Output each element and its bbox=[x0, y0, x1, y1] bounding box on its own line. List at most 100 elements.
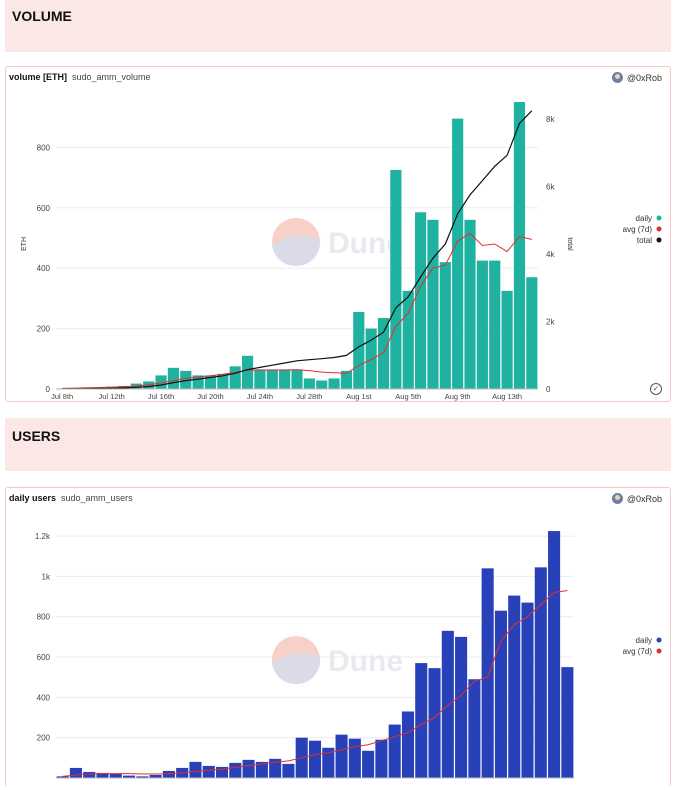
dune-watermark: Dune bbox=[272, 636, 403, 685]
bar-35[interactable] bbox=[521, 602, 534, 778]
bar-20[interactable] bbox=[303, 378, 315, 389]
bar-14[interactable] bbox=[229, 366, 241, 389]
y-tick-label: 1k bbox=[42, 572, 51, 581]
bar-1[interactable] bbox=[69, 767, 82, 778]
x-tick-label: Jul 28th bbox=[296, 392, 322, 401]
bar-34[interactable] bbox=[476, 260, 488, 389]
bar-21[interactable] bbox=[335, 734, 348, 778]
bar-2[interactable] bbox=[83, 771, 96, 778]
bar-13[interactable] bbox=[229, 762, 242, 778]
volume-chart-title: volume [ETH] sudo_amm_volume bbox=[9, 72, 151, 82]
watermark-text: Dune bbox=[328, 645, 403, 678]
bar-27[interactable] bbox=[390, 169, 402, 389]
check-circle-icon[interactable]: ✓ bbox=[650, 383, 662, 395]
legend-label[interactable]: avg (7d) bbox=[623, 647, 653, 656]
bar-33[interactable] bbox=[464, 219, 476, 389]
legend-marker bbox=[656, 637, 662, 643]
author-name: @0xRob bbox=[626, 493, 662, 504]
legend-label[interactable]: daily bbox=[636, 636, 652, 645]
users-chart-author[interactable]: @0xRob bbox=[611, 493, 662, 504]
volume-chart-author[interactable]: @0xRob bbox=[611, 72, 662, 83]
bar-31[interactable] bbox=[439, 262, 451, 389]
bar-37[interactable] bbox=[513, 102, 526, 389]
bar-30[interactable] bbox=[455, 636, 468, 778]
bar-37[interactable] bbox=[548, 531, 561, 778]
legend-label[interactable]: avg (7d) bbox=[623, 225, 653, 234]
bar-32[interactable] bbox=[481, 568, 494, 778]
bar-13[interactable] bbox=[217, 373, 229, 389]
y-tick-label: 800 bbox=[37, 143, 51, 152]
bar-24[interactable] bbox=[353, 311, 365, 389]
users-section-header: USERS bbox=[5, 418, 671, 471]
bar-14[interactable] bbox=[242, 759, 255, 778]
bar-19[interactable] bbox=[308, 740, 322, 778]
bar-19[interactable] bbox=[291, 369, 303, 389]
x-tick-label: Jul 20th bbox=[197, 392, 223, 401]
bar-34[interactable] bbox=[508, 595, 521, 778]
x-tick-label: Jul 24th bbox=[247, 392, 273, 401]
users-chart-query-name[interactable]: sudo_amm_users bbox=[61, 493, 133, 503]
bar-32[interactable] bbox=[452, 118, 464, 390]
bar-36[interactable] bbox=[501, 290, 513, 389]
bar-18[interactable] bbox=[279, 369, 291, 389]
bar-7[interactable] bbox=[149, 774, 162, 778]
y-tick-label: 200 bbox=[37, 734, 51, 743]
bar-4[interactable] bbox=[109, 773, 122, 778]
bar-25[interactable] bbox=[365, 328, 377, 389]
bar-9[interactable] bbox=[167, 367, 179, 389]
bar-23[interactable] bbox=[362, 750, 375, 778]
y2-tick-label: 8k bbox=[546, 115, 555, 124]
bar-22[interactable] bbox=[348, 738, 361, 778]
bar-31[interactable] bbox=[468, 679, 481, 778]
bar-11[interactable] bbox=[192, 375, 204, 389]
dune-watermark: Dune bbox=[272, 218, 403, 267]
legend-label[interactable]: total bbox=[637, 236, 652, 245]
bar-17[interactable] bbox=[282, 763, 295, 778]
author-name: @0xRob bbox=[626, 72, 662, 83]
legend-marker bbox=[656, 215, 662, 221]
legend-label[interactable]: daily bbox=[636, 214, 652, 223]
bar-16[interactable] bbox=[269, 758, 282, 778]
bar-12[interactable] bbox=[204, 375, 217, 389]
bar-38[interactable] bbox=[526, 277, 538, 389]
y2-tick-label: 0 bbox=[546, 385, 551, 394]
bar-15[interactable] bbox=[241, 355, 254, 389]
bar-23[interactable] bbox=[340, 370, 353, 389]
bar-8[interactable] bbox=[155, 375, 167, 389]
bar-3[interactable] bbox=[96, 772, 109, 778]
bar-16[interactable] bbox=[254, 369, 266, 389]
bar-38[interactable] bbox=[561, 667, 574, 778]
legend-marker bbox=[656, 237, 662, 243]
legend-marker bbox=[656, 648, 662, 654]
bar-15[interactable] bbox=[255, 761, 268, 778]
bar-24[interactable] bbox=[375, 739, 388, 778]
bar-12[interactable] bbox=[215, 766, 229, 778]
x-tick-label: Aug 13th bbox=[492, 392, 522, 401]
bar-20[interactable] bbox=[322, 747, 335, 778]
bar-8[interactable] bbox=[162, 770, 175, 778]
legend-marker bbox=[656, 226, 662, 232]
bar-25[interactable] bbox=[388, 724, 401, 778]
bar-33[interactable] bbox=[494, 610, 507, 778]
x-tick-label: Aug 1st bbox=[346, 392, 372, 401]
bar-30[interactable] bbox=[427, 219, 439, 389]
bar-36[interactable] bbox=[534, 567, 547, 778]
bar-35[interactable] bbox=[489, 260, 501, 389]
bar-29[interactable] bbox=[441, 630, 454, 778]
bar-26[interactable] bbox=[401, 711, 415, 778]
bar-17[interactable] bbox=[266, 369, 278, 389]
y-tick-label: 400 bbox=[37, 264, 51, 273]
bar-11[interactable] bbox=[202, 765, 215, 778]
bar-10[interactable] bbox=[180, 370, 192, 389]
bar-26[interactable] bbox=[377, 318, 390, 389]
bar-28[interactable] bbox=[428, 668, 441, 778]
bar-28[interactable] bbox=[402, 290, 414, 389]
bar-10[interactable] bbox=[189, 761, 202, 778]
bar-21[interactable] bbox=[316, 380, 328, 389]
volume-chart-query-name[interactable]: sudo_amm_volume bbox=[72, 72, 151, 82]
bar-27[interactable] bbox=[415, 663, 428, 778]
y2-tick-label: 4k bbox=[546, 250, 555, 259]
bar-22[interactable] bbox=[328, 378, 340, 389]
y2-tick-label: 2k bbox=[546, 318, 555, 327]
bar-29[interactable] bbox=[415, 212, 427, 389]
